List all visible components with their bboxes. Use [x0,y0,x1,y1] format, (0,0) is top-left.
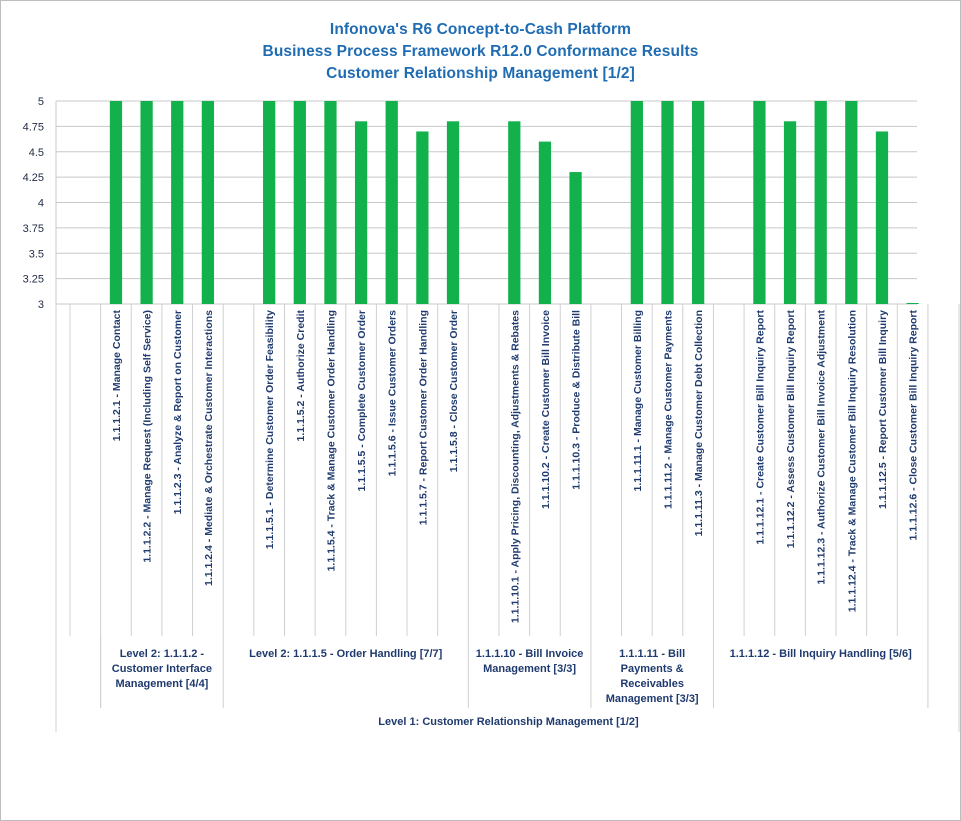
category-label: 1.1.1.10.3 - Produce & Distribute Bill [571,310,583,490]
bar [324,101,337,304]
category-label: 1.1.1.5.1 - Determine Customer Order Fea… [264,310,276,549]
bar [201,101,215,304]
bar [354,121,368,304]
bar [692,101,705,304]
y-tick-label: 3.5 [29,248,44,260]
y-tick-label: 4 [38,198,44,210]
bar [661,101,674,304]
y-tick-label: 4.5 [29,147,44,159]
category-label: 1.1.1.5.5 - Complete Customer Order [356,310,368,491]
group-label: Level 2: 1.1.1.5 - Order Handling [7/7] [249,648,443,660]
category-label: 1.1.1.11.3 - Manage Customer Debt Collec… [693,310,705,536]
bar [906,303,919,304]
y-tick-label: 5 [38,96,44,108]
category-label: 1.1.1.12.3 - Authorize Customer Bill Inv… [816,310,828,585]
bar [508,121,521,304]
bar [569,172,582,304]
group-label: Level 2: 1.1.1.2 - Customer Interface Ma… [111,648,213,690]
bar [385,101,398,304]
category-label: 1.1.1.2.4 - Mediate & Orchestrate Custom… [203,310,215,586]
y-tick-label: 4.25 [23,172,44,184]
y-tick-label: 3.75 [23,223,44,235]
category-label: 1.1.1.12.6 - Close Customer Bill Inquiry… [908,310,920,541]
bar [109,101,123,304]
level1-label: Level 1: Customer Relationship Managemen… [378,716,639,728]
bar [875,131,889,304]
chart-title-line-2: Business Process Framework R12.0 Conform… [262,43,699,60]
bar [416,131,429,304]
group-label: 1.1.1.12 - Bill Inquiry Handling [5/6] [729,648,912,660]
category-label: 1.1.1.5.2 - Authorize Credit [295,310,307,442]
category-label: 1.1.1.12.5 - Report Customer Bill Inquir… [877,310,889,509]
bar [446,121,460,304]
bar [293,101,306,304]
bar [814,101,827,304]
category-label: 1.1.1.12.4 - Track & Manage Customer Bil… [846,310,858,612]
y-tick-label: 4.75 [23,121,44,133]
category-label: 1.1.1.2.2 - Manage Request (Including Se… [142,310,154,563]
category-label: 1.1.1.11.1 - Manage Customer Billing [632,310,644,491]
category-label: 1.1.1.5.7 - Report Customer Order Handli… [417,310,429,525]
category-label: 1.1.1.5.8 - Close Customer Order [448,310,460,472]
bar [630,101,643,304]
group-label: 1.1.1.10 - Bill Invoice Management [3/3] [475,648,584,675]
chart-title-line-3: Customer Relationship Management [1/2] [326,65,635,82]
bar [753,101,766,304]
bar [538,141,552,304]
category-label: 1.1.1.2.3 - Analyze & Report on Customer [172,310,184,514]
bar [263,101,276,304]
bar [845,101,858,304]
bar [171,101,184,304]
chart-title-line-1: Infonova's R6 Concept-to-Cash Platform [329,21,632,38]
bar [783,121,797,304]
category-label: 1.1.1.12.2 - Assess Customer Bill Inquir… [785,310,797,549]
category-label: 1.1.1.12.1 - Create Customer Bill Inquir… [754,310,766,545]
category-label: 1.1.1.5.6 - Issue Customer Orders [387,310,399,476]
bar [140,101,153,304]
category-label: 1.1.1.10.1 - Apply Pricing, Discounting,… [509,310,521,623]
category-label: 1.1.1.11.2 - Manage Customer Payments [662,310,674,509]
category-label: 1.1.1.10.2 - Create Customer Bill Invoic… [540,310,552,509]
category-label: 1.1.1.2.1 - Manage Contact [111,310,123,442]
y-tick-label: 3.25 [23,274,44,286]
category-label: 1.1.1.5.4 - Track & Manage Customer Orde… [325,310,337,571]
group-label: 1.1.1.11 - Bill Payments & Receivables M… [605,648,699,705]
y-tick-label: 3 [38,299,44,311]
